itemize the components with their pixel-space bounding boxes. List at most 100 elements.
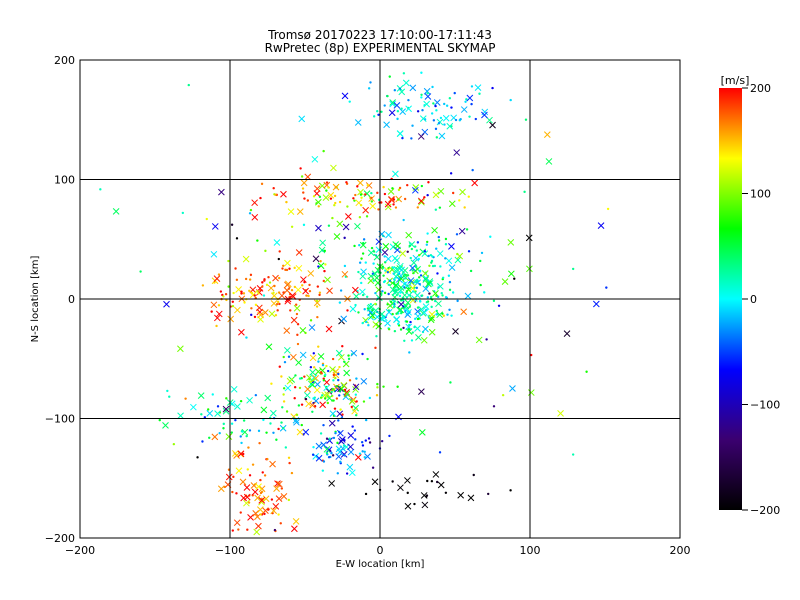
data-point [248, 289, 251, 293]
data-point [400, 299, 403, 302]
data-point [421, 270, 429, 277]
data-point [406, 491, 409, 495]
data-point [283, 346, 291, 354]
data-point [398, 294, 402, 298]
data-point [329, 197, 333, 200]
data-point [217, 304, 221, 307]
data-point [332, 436, 336, 440]
data-point [435, 313, 438, 316]
data-point [438, 132, 446, 140]
data-point [311, 410, 314, 413]
data-point [468, 115, 471, 118]
data-point [239, 478, 247, 486]
data-point [264, 394, 272, 402]
data-point [270, 382, 273, 385]
data-point [372, 279, 375, 282]
data-point [364, 492, 368, 496]
data-point [326, 287, 333, 295]
data-point [359, 193, 363, 196]
data-point [322, 279, 325, 283]
data-point [467, 195, 470, 198]
data-point [399, 108, 407, 116]
data-point [237, 528, 240, 531]
data-point [265, 283, 269, 287]
data-point [460, 308, 468, 316]
data-point [278, 302, 281, 306]
data-point [325, 446, 333, 454]
data-point [139, 270, 142, 273]
data-point [321, 394, 324, 397]
data-point [419, 115, 427, 122]
data-point [277, 257, 281, 261]
data-point [343, 236, 346, 240]
data-point [275, 480, 283, 488]
data-point [393, 329, 397, 333]
data-point [371, 270, 379, 278]
data-point [300, 423, 303, 427]
data-point [341, 92, 349, 100]
data-point [355, 199, 363, 207]
data-point [403, 197, 407, 201]
data-point [398, 88, 406, 96]
data-point [317, 345, 320, 348]
data-point [222, 427, 225, 430]
data-point [350, 349, 358, 357]
data-point [427, 181, 430, 184]
data-point [376, 110, 379, 113]
data-point [348, 379, 352, 382]
x-axis-label: E-W location [km] [336, 559, 425, 570]
data-point [352, 386, 359, 393]
data-point [420, 492, 428, 499]
data-point [177, 412, 184, 420]
data-point [485, 338, 488, 341]
data-point [354, 393, 358, 396]
data-point [374, 291, 377, 295]
data-point [382, 274, 385, 277]
data-point [369, 312, 376, 319]
data-point [303, 197, 306, 200]
data-point [280, 487, 284, 490]
data-point [208, 436, 211, 439]
data-point [293, 397, 296, 400]
data-point [298, 115, 306, 123]
data-point [454, 118, 458, 122]
data-point [272, 187, 275, 190]
data-point [438, 206, 442, 209]
data-point [441, 276, 445, 280]
data-point [458, 227, 466, 235]
data-point [397, 484, 404, 492]
data-point [278, 365, 281, 368]
data-point [423, 87, 431, 95]
data-point [214, 410, 221, 418]
data-point [396, 385, 399, 388]
data-point [381, 265, 384, 268]
data-point [234, 267, 237, 270]
data-point [423, 196, 426, 199]
data-point [361, 252, 365, 255]
data-point [501, 393, 505, 397]
data-point [322, 423, 325, 427]
data-point [285, 200, 288, 204]
data-point [384, 267, 392, 274]
data-point [367, 87, 371, 90]
data-point [256, 290, 259, 293]
data-point [252, 510, 260, 517]
data-point [418, 299, 422, 303]
data-point [313, 396, 316, 399]
data-point [321, 469, 325, 472]
data-point [331, 216, 334, 220]
data-point [376, 386, 379, 389]
data-point [441, 294, 444, 297]
data-point [418, 198, 425, 206]
data-point [321, 391, 329, 399]
data-point [371, 478, 379, 486]
data-point [422, 303, 430, 310]
data-point [443, 123, 446, 126]
data-point [239, 435, 242, 438]
data-point [409, 284, 416, 292]
data-point [251, 463, 255, 466]
data-point [243, 484, 251, 491]
data-point [284, 259, 291, 267]
data-point [421, 128, 429, 136]
data-point [409, 256, 412, 260]
